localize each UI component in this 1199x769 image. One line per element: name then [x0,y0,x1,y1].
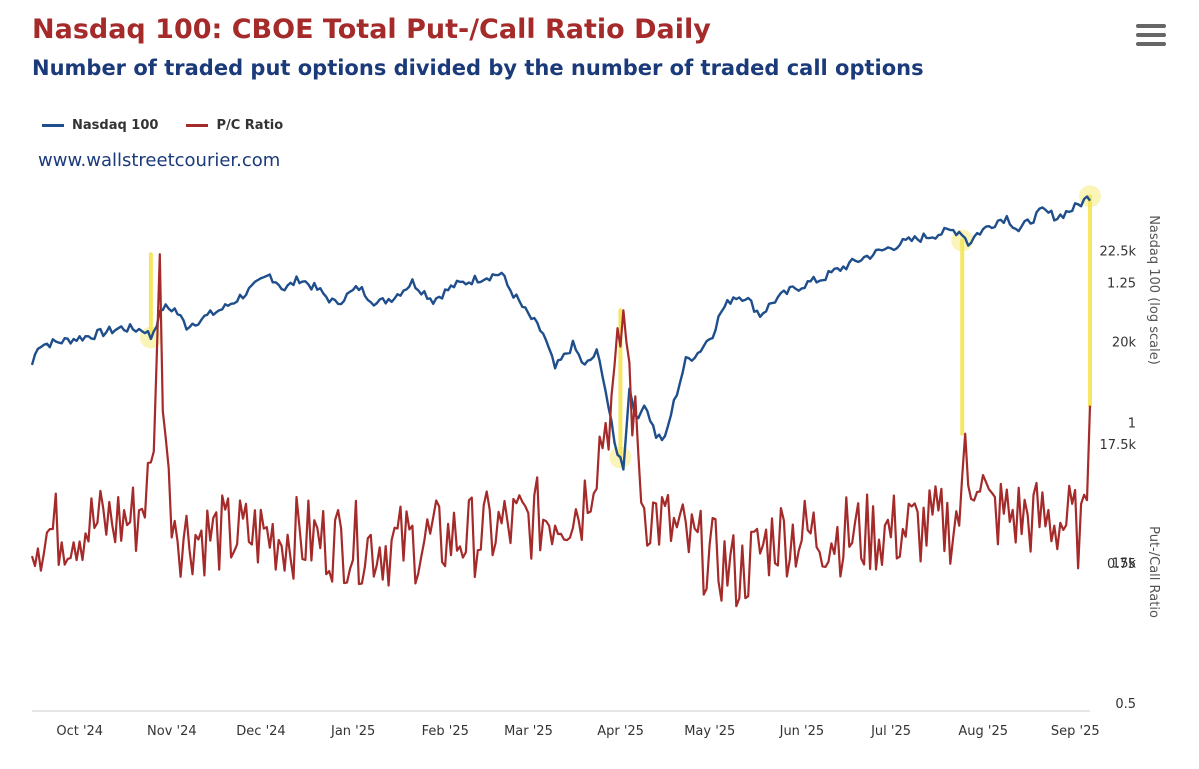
menu-bar [1136,33,1166,37]
x-tick-label: Jul '25 [870,724,911,739]
x-tick-label: Aug '25 [958,724,1008,739]
highlight-marker [1079,185,1101,208]
x-tick-label: Jan '25 [330,724,375,739]
x-tick-label: Mar '25 [504,724,553,739]
legend-label-nasdaq: Nasdaq 100 [72,118,159,133]
legend-item-pc-ratio[interactable]: P/C Ratio [186,118,283,133]
y-tick-label-nasdaq: 20k [1112,335,1137,350]
y-axis-title-pc: Put-/Call Ratio [1146,526,1161,618]
x-tick-label: Dec '24 [236,724,285,739]
chart-title: Nasdaq 100: CBOE Total Put-/Call Ratio D… [32,14,711,45]
watermark: www.wallstreetcourier.com [38,150,281,171]
legend: Nasdaq 100 P/C Ratio [42,118,283,133]
y-tick-label-nasdaq: 22.5k [1100,245,1137,260]
x-tick-label: Sep '25 [1051,724,1100,739]
x-tick-label: Nov '24 [147,724,197,739]
legend-label-pc-ratio: P/C Ratio [216,118,284,133]
x-tick-label: Oct '24 [56,724,103,739]
hamburger-menu-icon[interactable] [1136,24,1166,50]
menu-bar [1136,42,1166,46]
x-tick-label: May '25 [684,724,735,739]
y-tick-label-nasdaq: 17.5k [1100,438,1137,453]
y-axis-title-nasdaq: Nasdaq 100 (log scale) [1146,215,1161,365]
x-tick-label: Apr '25 [597,724,644,739]
legend-swatch-nasdaq [42,124,64,127]
menu-bar [1136,24,1166,28]
y-tick-label-pc: 1 [1128,417,1136,432]
legend-item-nasdaq[interactable]: Nasdaq 100 [42,118,158,133]
chart-subtitle: Number of traded put options divided by … [32,56,924,80]
y-tick-label-nasdaq: 15k [1112,557,1137,572]
x-tick-label: Jun '25 [779,724,825,739]
legend-swatch-pc-ratio [186,124,209,127]
pc-ratio-series-line [30,253,1092,608]
x-tick-label: Feb '25 [422,724,469,739]
nasdaq-series-line [30,195,1091,471]
y-tick-label-pc: 0.75 [1107,557,1136,572]
y-tick-label-pc: 1.25 [1107,276,1136,291]
y-tick-label-pc: 0.5 [1115,697,1136,712]
